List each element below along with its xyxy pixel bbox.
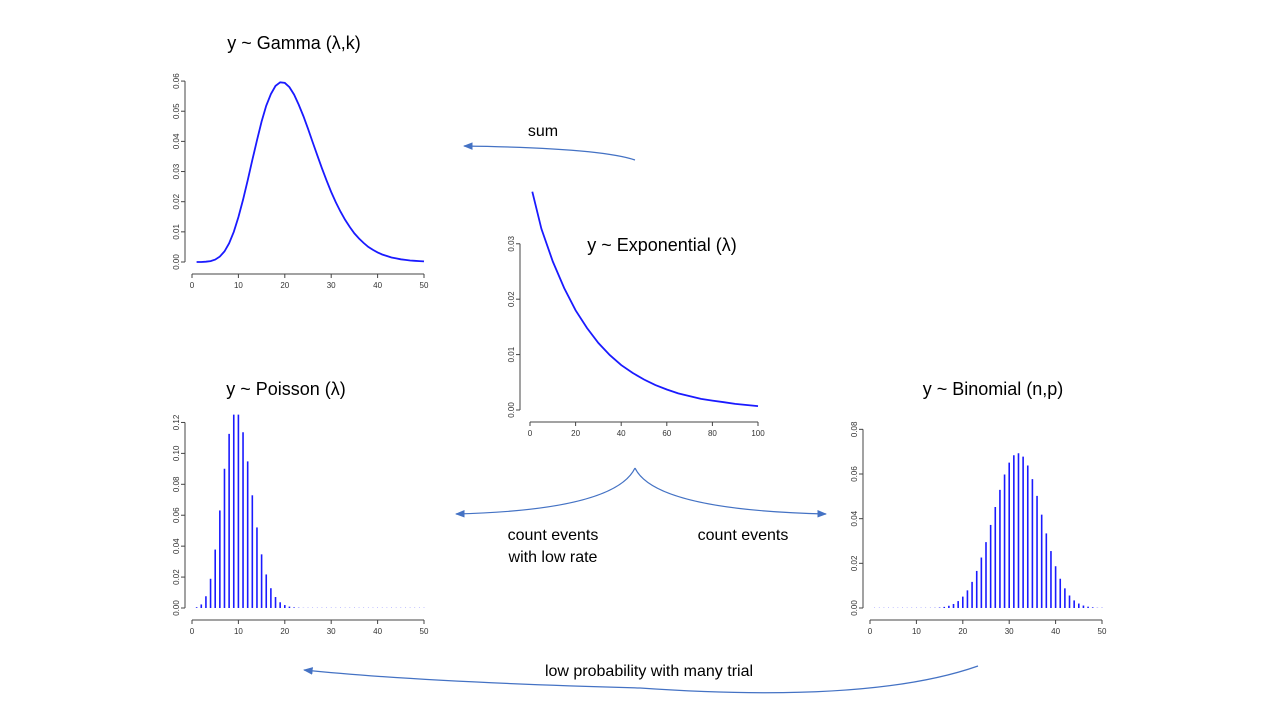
exponential-x-tick-label: 0 (528, 429, 533, 438)
count-low-rate-label-line1: count events (508, 527, 599, 544)
poisson-y-tick-label: 0.06 (172, 507, 181, 523)
gamma-x-tick-label: 50 (420, 281, 429, 290)
gamma-x-tick-label: 20 (280, 281, 289, 290)
exponential-y-tick-label: 0.00 (507, 402, 516, 418)
binomial-y-tick-label: 0.08 (850, 421, 859, 437)
count-events-arrow (634, 467, 827, 518)
exponential-x-tick-label: 60 (662, 429, 671, 438)
binomial-x-tick-label: 50 (1098, 627, 1107, 636)
poisson-x-tick-label: 30 (327, 627, 336, 636)
exponential-y-tick-label: 0.03 (507, 235, 516, 251)
poisson-y-tick-label: 0.04 (172, 538, 181, 554)
gamma-plot: y ~ Gamma (λ,k) 0 10 20 30 40 50 0.00 0.01 0.02 0… (172, 33, 429, 290)
sum-label: sum (528, 123, 558, 140)
low-probability-arrow (303, 665, 979, 694)
gamma-y-tick-label: 0.03 (172, 163, 181, 179)
count-low-rate-label-line2: with low rate (508, 549, 598, 566)
binomial-x-tick-label: 40 (1051, 627, 1060, 636)
gamma-x-tick-label: 0 (190, 281, 195, 290)
gamma-y-tick-label: 0.02 (172, 193, 181, 209)
gamma-y-tick-label: 0.01 (172, 224, 181, 240)
exponential-x-tick-label: 80 (708, 429, 717, 438)
binomial-x-tick-label: 30 (1005, 627, 1014, 636)
exponential-x-tick-label: 40 (617, 429, 626, 438)
sum-arrow (463, 142, 636, 161)
gamma-curve (196, 81, 425, 263)
binomial-y-tick-label: 0.00 (850, 600, 859, 616)
poisson-x-tick-label: 10 (234, 627, 243, 636)
poisson-plot: y ~ Poisson (λ) 0 10 20 30 40 50 0.00 0.02 0.04 0… (172, 379, 429, 636)
poisson-y-tick-label: 0.12 (172, 414, 181, 430)
poisson-y-tick-label: 0.00 (172, 600, 181, 616)
poisson-y-tick-label: 0.08 (172, 476, 181, 492)
binomial-x-tick-label: 10 (912, 627, 921, 636)
binomial-plot: y ~ Binomial (n,p) 0 10 20 30 40 50 0.00 0.02 0.… (850, 379, 1107, 636)
poisson-x-tick-label: 40 (373, 627, 382, 636)
gamma-title: y ~ Gamma (λ,k) (227, 33, 361, 53)
poisson-x-tick-label: 50 (420, 627, 429, 636)
exponential-curve (531, 191, 759, 407)
binomial-y-tick-label: 0.02 (850, 555, 859, 571)
gamma-x-tick-label: 40 (373, 281, 382, 290)
binomial-y-tick-label: 0.06 (850, 466, 859, 482)
poisson-x-tick-label: 20 (280, 627, 289, 636)
exponential-y-tick-label: 0.02 (507, 291, 516, 307)
poisson-y-tick-label: 0.10 (172, 445, 181, 461)
arrows: sum count events with low rate count eve… (303, 123, 979, 694)
count-events-label: count events (698, 527, 789, 544)
exponential-title: y ~ Exponential (λ) (587, 235, 737, 255)
binomial-x-tick-label: 0 (868, 627, 873, 636)
poisson-title: y ~ Poisson (λ) (226, 379, 346, 399)
count-low-rate-arrow (455, 467, 636, 518)
exponential-x-tick-label: 20 (571, 429, 580, 438)
gamma-y-tick-label: 0.05 (172, 103, 181, 119)
gamma-y-tick-label: 0.04 (172, 133, 181, 149)
poisson-y-tick-label: 0.02 (172, 569, 181, 585)
gamma-y-tick-label: 0.06 (172, 73, 181, 89)
binomial-title: y ~ Binomial (n,p) (923, 379, 1064, 399)
binomial-y-tick-label: 0.04 (850, 510, 859, 526)
binomial-x-tick-label: 20 (958, 627, 967, 636)
exponential-plot: y ~ Exponential (λ) 0 20 40 60 80 100 0.00 0.01… (507, 191, 765, 438)
low-probability-label: low probability with many trial (545, 663, 753, 680)
exponential-x-tick-label: 100 (751, 429, 765, 438)
gamma-y-tick-label: 0.00 (172, 254, 181, 270)
gamma-x-tick-label: 10 (234, 281, 243, 290)
poisson-x-tick-label: 0 (190, 627, 195, 636)
exponential-y-tick-label: 0.01 (507, 346, 516, 362)
gamma-x-tick-label: 30 (327, 281, 336, 290)
